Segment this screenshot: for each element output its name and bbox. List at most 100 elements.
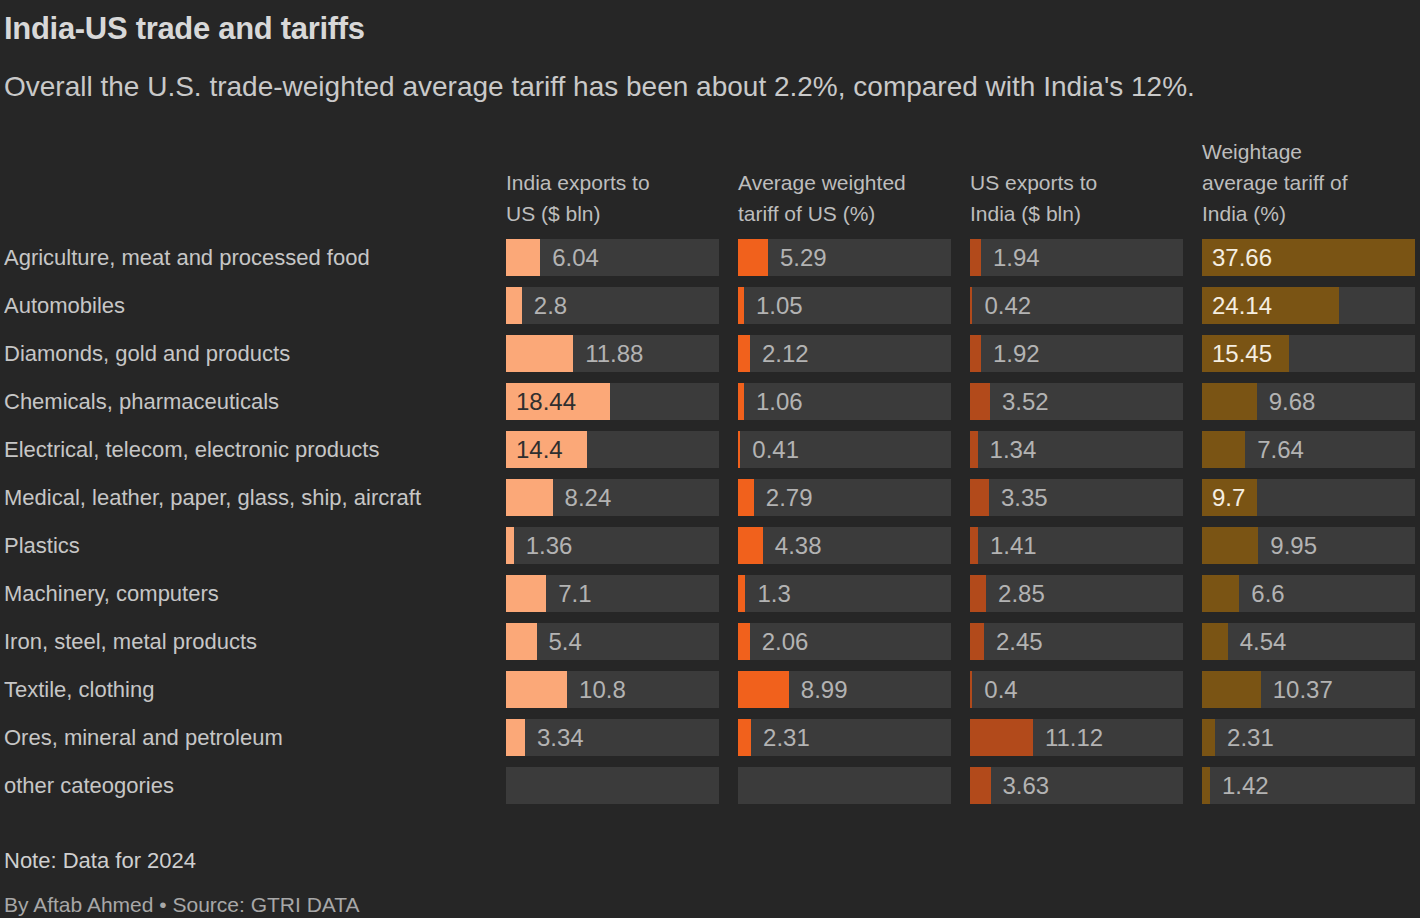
- column-header-1: India exports toUS ($ bln): [506, 167, 719, 230]
- bar-track: 14.4: [506, 431, 719, 468]
- bar: [1202, 383, 1257, 420]
- bar-track: 3.52: [970, 383, 1183, 420]
- bar-value-label: 2.06: [762, 623, 809, 660]
- bar-value-label: 1.3: [757, 575, 790, 612]
- bar: [970, 479, 989, 516]
- row-label: Chemicals, pharmaceuticals: [4, 383, 487, 420]
- bar: [970, 383, 990, 420]
- bar-value-label: 18.44: [516, 383, 576, 420]
- bar: [506, 671, 567, 708]
- bar-value-label: 4.38: [775, 527, 822, 564]
- bar-value-label: 3.34: [537, 719, 584, 756]
- bar: [506, 623, 537, 660]
- page-title: India-US trade and tariffs: [4, 10, 1420, 48]
- bar-value-label: 1.05: [756, 287, 803, 324]
- bar: [506, 527, 514, 564]
- bar-value-label: 3.35: [1001, 479, 1048, 516]
- column-header-2: Average weightedtariff of US (%): [738, 167, 951, 230]
- bar: [970, 623, 984, 660]
- bar-track: 9.68: [1202, 383, 1415, 420]
- bar-value-label: 11.12: [1045, 719, 1103, 756]
- bar: [1202, 527, 1258, 564]
- row-label: Agriculture, meat and processed food: [4, 239, 487, 276]
- bar-track: 1.92: [970, 335, 1183, 372]
- bar-value-label: 9.7: [1212, 479, 1245, 516]
- row-label: Ores, mineral and petroleum: [4, 719, 487, 756]
- bar-value-label: 2.85: [998, 575, 1045, 612]
- bar-value-label: 5.29: [780, 239, 827, 276]
- bar-track: 2.31: [1202, 719, 1415, 756]
- bar-track: 4.54: [1202, 623, 1415, 660]
- bar-track: 1.42: [1202, 767, 1415, 804]
- bar-track: 24.14: [1202, 287, 1415, 324]
- bar-value-label: 15.45: [1212, 335, 1272, 372]
- bar: [1202, 431, 1245, 468]
- bar: [970, 527, 978, 564]
- bar-track: 1.36: [506, 527, 719, 564]
- row-label: Machinery, computers: [4, 575, 487, 612]
- chart-rows: Agriculture, meat and processed food 6.04…: [4, 239, 1420, 804]
- bar-value-label: 9.95: [1270, 527, 1317, 564]
- bar-value-label: 2.31: [1227, 719, 1274, 756]
- bar: [738, 479, 754, 516]
- bar-value-label: 14.4: [516, 431, 563, 468]
- bar-track: 10.37: [1202, 671, 1415, 708]
- bar-track: 11.12: [970, 719, 1183, 756]
- table-row: Electrical, telecom, electronic products…: [4, 431, 1420, 468]
- bar-value-label: 0.41: [752, 431, 799, 468]
- column-header-4: Weightageaverage tariff ofIndia (%): [1202, 136, 1415, 230]
- bar-value-label: 7.64: [1257, 431, 1304, 468]
- chart-subtitle: Overall the U.S. trade-weighted average …: [4, 70, 1420, 103]
- bar-track: 2.79: [738, 479, 951, 516]
- bar-track: 3.35: [970, 479, 1183, 516]
- table-row: Textile, clothing10.88.990.410.37: [4, 671, 1420, 708]
- bar: [738, 527, 763, 564]
- chart-note: Note: Data for 2024: [4, 848, 1420, 874]
- bar-track: 6.04: [506, 239, 719, 276]
- bar-value-label: 8.24: [565, 479, 612, 516]
- bar: [970, 431, 978, 468]
- table-row: Diamonds, gold and products 11.88 2.12 1.92…: [4, 335, 1420, 372]
- chart-byline: By Aftab Ahmed • Source: GTRI DATA: [4, 892, 1420, 917]
- bar: [506, 479, 553, 516]
- row-label: Diamonds, gold and products: [4, 335, 487, 372]
- bar-track: 5.4: [506, 623, 719, 660]
- bar-track: [738, 767, 951, 804]
- bar-track: 2.45: [970, 623, 1183, 660]
- table-row: Agriculture, meat and processed food 6.04…: [4, 239, 1420, 276]
- table-row: Plastics 1.36 4.38 1.41 9.95: [4, 527, 1420, 564]
- bar-value-label: 11.88: [585, 335, 643, 372]
- bar-value-label: 1.41: [990, 527, 1037, 564]
- row-label: Textile, clothing: [4, 671, 487, 708]
- table-row: Chemicals, pharmaceuticals18.441.063.529…: [4, 383, 1420, 420]
- bar: [506, 575, 546, 612]
- bar: [1202, 767, 1210, 804]
- row-label: Iron, steel, metal products: [4, 623, 487, 660]
- bar: [970, 671, 972, 708]
- chart-card: India-US trade and tariffs Overall the U…: [0, 0, 1420, 917]
- table-row: Iron, steel, metal products 5.4 2.06 2.45 4.…: [4, 623, 1420, 660]
- row-label: Plastics: [4, 527, 487, 564]
- bar-track: 8.24: [506, 479, 719, 516]
- bar-value-label: 9.68: [1269, 383, 1316, 420]
- bar-track: 2.06: [738, 623, 951, 660]
- bar: [970, 719, 1033, 756]
- bar-track: 7.64: [1202, 431, 1415, 468]
- bar: [970, 767, 991, 804]
- bar: [738, 287, 744, 324]
- bar-value-label: 10.37: [1273, 671, 1333, 708]
- table-row: other cateogories3.631.42: [4, 767, 1420, 804]
- bar-track: 1.94: [970, 239, 1183, 276]
- bar-value-label: 8.99: [801, 671, 848, 708]
- bar: [1202, 623, 1228, 660]
- bar-value-label: 1.42: [1222, 767, 1269, 804]
- bar-track: 7.1: [506, 575, 719, 612]
- bar: [506, 335, 573, 372]
- table-row: Ores, mineral and petroleum 3.34 2.31 11.12…: [4, 719, 1420, 756]
- bar: [506, 719, 525, 756]
- bar-track: 0.4: [970, 671, 1183, 708]
- bar: [1202, 575, 1239, 612]
- bar-value-label: 6.04: [552, 239, 599, 276]
- table-row: Machinery, computers7.11.32.856.6: [4, 575, 1420, 612]
- bar-track: 2.12: [738, 335, 951, 372]
